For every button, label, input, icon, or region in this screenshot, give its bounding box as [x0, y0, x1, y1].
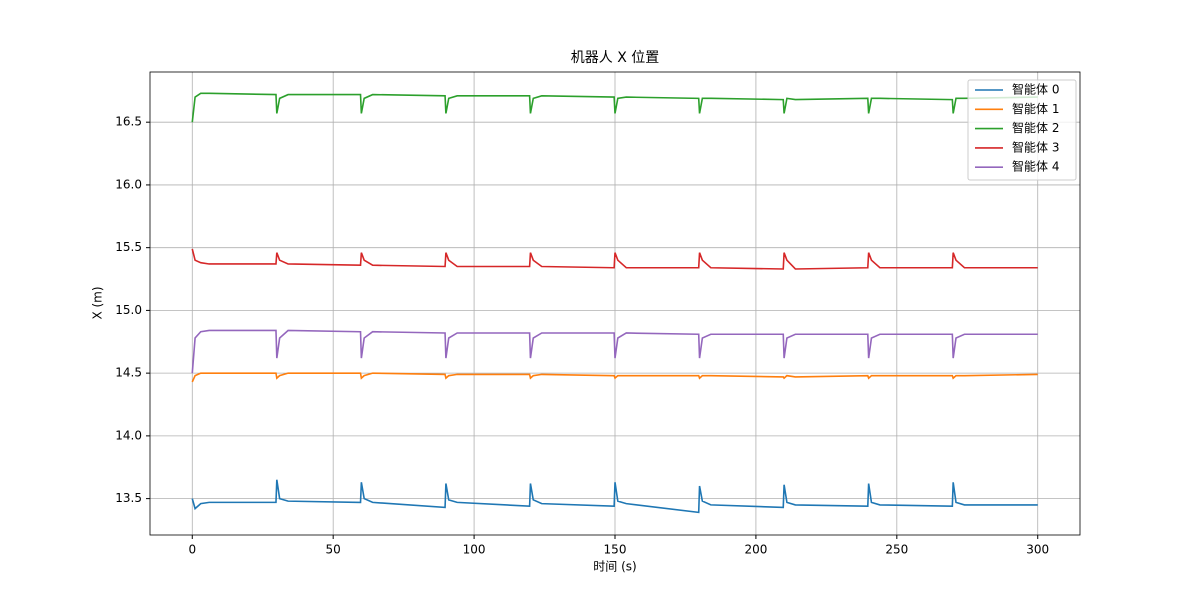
- y-tick-label: 16.5: [115, 115, 142, 129]
- x-tick-label: 250: [885, 543, 908, 557]
- series-line: [191, 372, 1038, 383]
- x-tick-label: 150: [604, 543, 627, 557]
- series-line: [191, 479, 1038, 514]
- legend-label: 智能体 2: [1012, 120, 1059, 135]
- x-tick-label: 100: [463, 543, 486, 557]
- chart-title: 机器人 X 位置: [571, 50, 660, 66]
- legend-label: 智能体 1: [1012, 101, 1059, 116]
- y-tick-label: 14.5: [115, 366, 142, 380]
- legend-label: 智能体 4: [1012, 159, 1059, 174]
- y-axis-label: X (m): [91, 286, 105, 319]
- series-line: [191, 92, 1038, 123]
- legend-label: 智能体 0: [1012, 82, 1059, 97]
- x-tick-label: 0: [188, 543, 196, 557]
- y-tick-label: 14.0: [115, 428, 142, 442]
- x-tick-label: 200: [744, 543, 767, 557]
- x-tick-label: 300: [1026, 543, 1049, 557]
- plot-frame: [149, 71, 1081, 536]
- y-tick-label: 15.0: [115, 303, 142, 317]
- y-tick-label: 15.5: [115, 240, 142, 254]
- y-tick-label: 13.5: [115, 491, 142, 505]
- x-tick-label: 50: [326, 543, 341, 557]
- x-axis-label: 时间 (s): [593, 560, 636, 574]
- series-line: [191, 329, 1038, 374]
- legend-label: 智能体 3: [1012, 139, 1059, 154]
- legend-box: [967, 79, 1077, 181]
- series-line: [191, 248, 1038, 270]
- y-tick-label: 16.0: [115, 177, 142, 191]
